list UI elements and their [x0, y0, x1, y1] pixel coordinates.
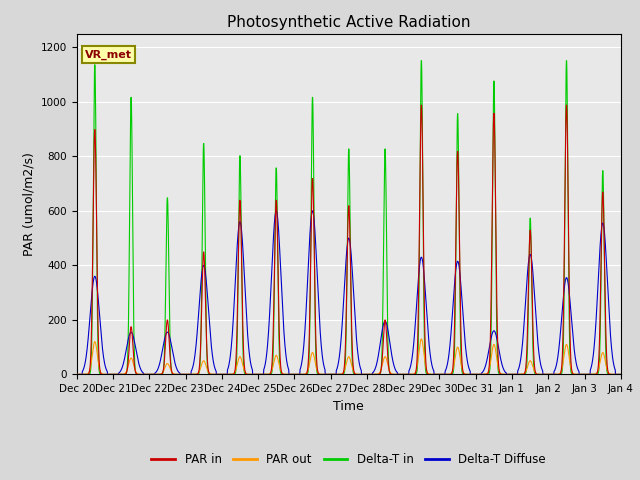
Title: Photosynthetic Active Radiation: Photosynthetic Active Radiation [227, 15, 470, 30]
Legend: PAR in, PAR out, Delta-T in, Delta-T Diffuse: PAR in, PAR out, Delta-T in, Delta-T Dif… [147, 448, 551, 471]
Y-axis label: PAR (umol/m2/s): PAR (umol/m2/s) [22, 152, 35, 256]
X-axis label: Time: Time [333, 400, 364, 413]
Text: VR_met: VR_met [85, 49, 132, 60]
